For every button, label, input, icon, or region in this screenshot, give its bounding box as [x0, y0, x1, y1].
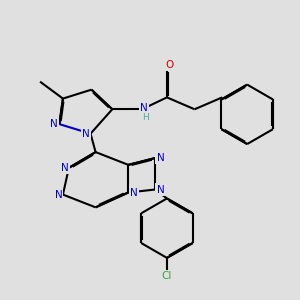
Text: N: N — [82, 129, 90, 139]
Text: N: N — [50, 119, 58, 129]
Text: N: N — [157, 153, 164, 163]
Text: N: N — [61, 163, 69, 173]
Text: N: N — [140, 103, 148, 113]
Text: N: N — [157, 184, 164, 194]
Text: N: N — [55, 190, 62, 200]
Text: Cl: Cl — [162, 271, 172, 281]
Text: O: O — [165, 60, 173, 70]
Text: N: N — [130, 188, 137, 197]
Text: H: H — [142, 113, 149, 122]
